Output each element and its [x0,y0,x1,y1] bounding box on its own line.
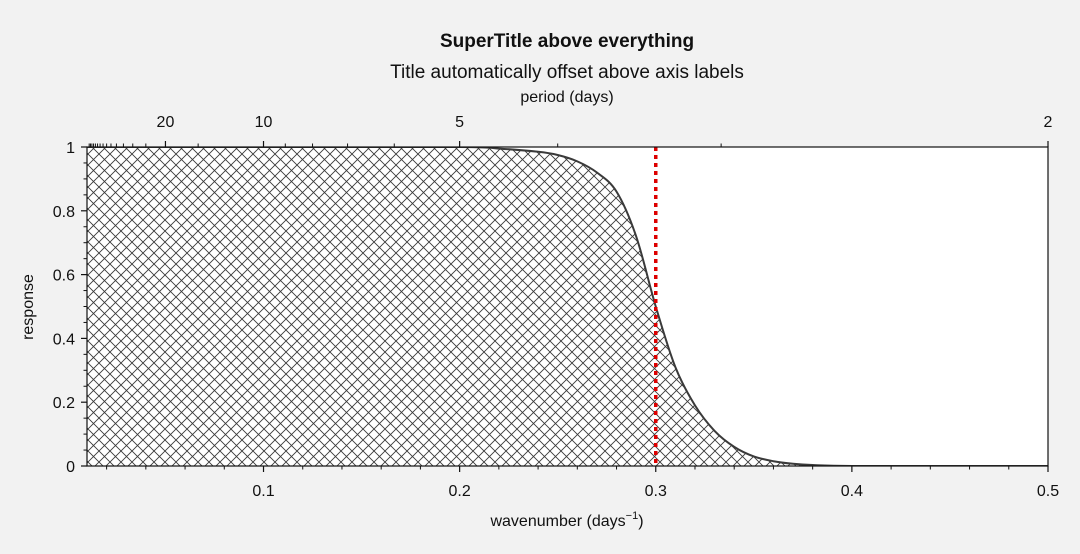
top-tick-label: 2 [1044,114,1053,131]
x-tick-label: 0.1 [252,483,274,500]
chart-title: Title automatically offset above axis la… [390,62,744,83]
response-area [87,147,1048,466]
top-axis-label: period (days) [520,89,613,106]
y-tick-label: 0.8 [53,204,75,221]
y-tick-label: 1 [66,140,75,157]
axis-ticks: 0.1 0.2 0.3 0.4 0.5 0 0.2 0.4 0.6 0.8 1 20 10 5 2 [53,114,1059,500]
y-tick-label: 0.4 [53,331,75,348]
top-tick-label: 20 [157,114,175,131]
y-tick-label: 0.2 [53,395,75,412]
suptitle: SuperTitle above everything [440,31,694,52]
x-tick-label: 0.2 [449,483,471,500]
top-tick-label: 5 [455,114,464,131]
y-tick-label: 0 [66,459,75,476]
x-tick-label: 0.4 [841,483,863,500]
y-tick-label: 0.6 [53,268,75,285]
x-axis-label: wavenumber (days−1) [489,510,643,530]
x-tick-label: 0.3 [645,483,667,500]
y-axis-label: response [20,274,37,340]
x-tick-label: 0.5 [1037,483,1059,500]
top-tick-label: 10 [255,114,273,131]
